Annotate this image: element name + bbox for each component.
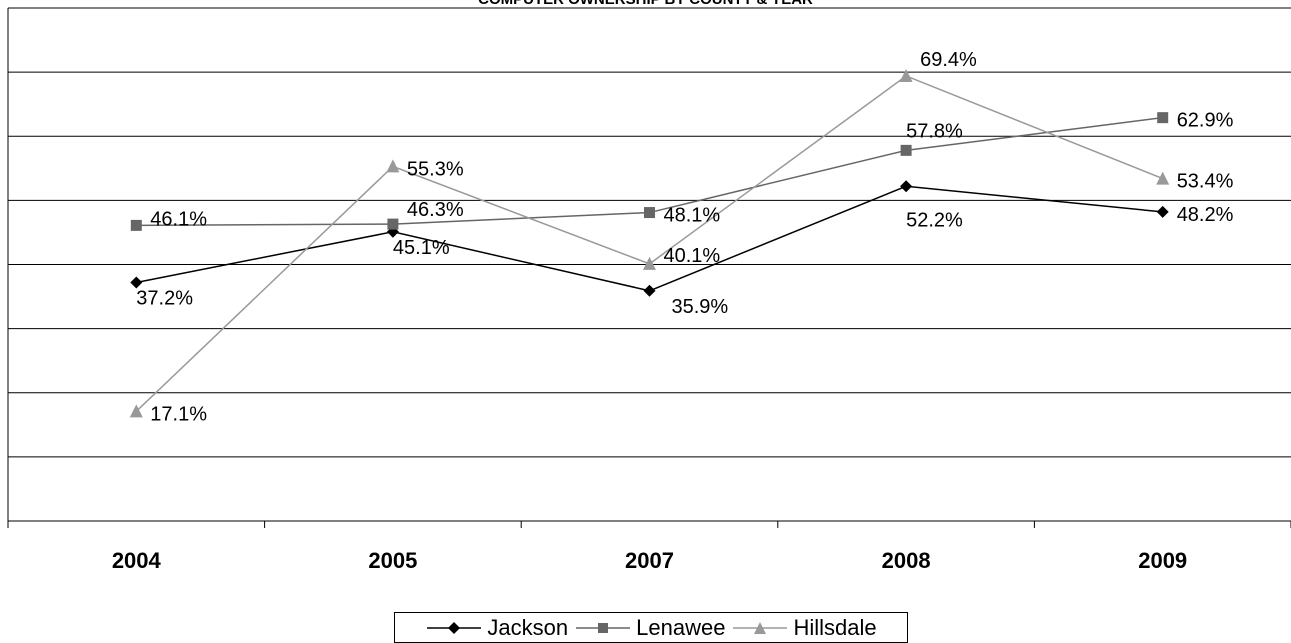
x-tick-label: 2009 — [1138, 548, 1187, 573]
data-point-jackson — [1156, 205, 1169, 218]
data-label-lenawee: 57.8% — [906, 120, 963, 142]
data-point-jackson — [643, 284, 656, 297]
series-lines — [129, 68, 1170, 418]
data-point-lenawee — [900, 144, 912, 156]
legend: Jackson Lenawee Hillsdale — [394, 612, 908, 643]
data-label-hillsdale: 40.1% — [664, 245, 721, 267]
x-tick-label: 2004 — [112, 548, 162, 573]
data-label-lenawee: 46.1% — [150, 208, 207, 230]
data-label-hillsdale: 17.1% — [150, 403, 207, 425]
data-point-lenawee — [387, 218, 399, 230]
x-axis — [7, 8, 1291, 528]
legend-jackson-swatch — [427, 621, 482, 634]
data-label-jackson: 45.1% — [393, 237, 450, 259]
legend-item-hillsdale: Hillsdale — [731, 614, 877, 641]
data-labels: 37.2% 45.1% 35.9% 52.2% 48.2% 46.1% 46.3% 48.1%… — [136, 49, 1233, 425]
data-point-hillsdale — [129, 404, 143, 418]
gridlines — [8, 7, 1291, 458]
data-point-jackson — [130, 276, 143, 289]
data-label-jackson: 35.9% — [672, 296, 729, 318]
x-tick-label: 2007 — [625, 548, 674, 573]
series-line-jackson — [136, 185, 1163, 292]
data-label-jackson: 37.2% — [136, 287, 193, 309]
x-tick-label: 2005 — [368, 548, 417, 573]
data-label-lenawee: 62.9% — [1177, 110, 1234, 132]
legend-lenawee-swatch — [576, 622, 631, 633]
data-label-hillsdale: 69.4% — [920, 49, 977, 71]
legend-label-hillsdale: Hillsdale — [793, 614, 877, 640]
legend-hillsdale-swatch — [733, 621, 788, 634]
data-label-hillsdale: 53.4% — [1177, 171, 1234, 193]
legend-label-lenawee: Lenawee — [636, 614, 726, 640]
data-point-lenawee — [130, 219, 142, 231]
data-point-hillsdale — [643, 256, 656, 270]
data-point-lenawee — [1157, 112, 1169, 124]
x-tick-labels: 2004 2005 2007 2008 2009 — [112, 548, 1187, 573]
legend-label-jackson: Jackson — [487, 614, 569, 640]
chart-title: COMPUTER OWNERSHIP BY COUNTY & YEAR — [0, 0, 1291, 8]
data-label-hillsdale: 55.3% — [407, 158, 464, 180]
data-label-lenawee: 46.3% — [407, 199, 464, 221]
data-point-hillsdale — [1156, 171, 1170, 185]
data-label-jackson: 48.2% — [1177, 204, 1234, 226]
data-label-jackson: 52.2% — [906, 209, 963, 231]
series-line-hillsdale — [135, 75, 1163, 412]
x-tick-label: 2008 — [882, 548, 931, 573]
legend-item-lenawee: Lenawee — [574, 615, 725, 641]
data-point-lenawee — [644, 207, 655, 219]
data-point-hillsdale — [899, 68, 913, 82]
data-point-hillsdale — [386, 159, 400, 173]
data-point-jackson — [900, 180, 913, 193]
data-label-lenawee: 48.1% — [664, 205, 721, 227]
legend-item-jackson: Jackson — [425, 615, 568, 641]
